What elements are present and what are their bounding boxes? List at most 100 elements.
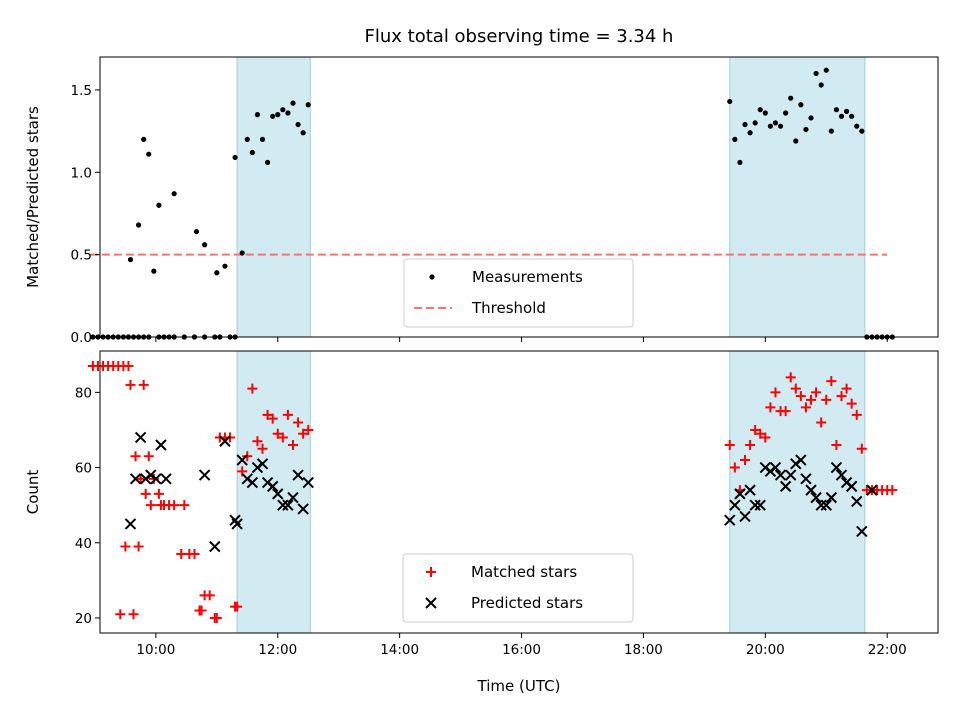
predicted-star-point — [744, 484, 756, 496]
predicted-star-point — [835, 469, 848, 481]
matched-star-point — [729, 462, 740, 473]
predicted-star-point — [754, 499, 766, 511]
matched-star-point — [851, 409, 862, 420]
legend-marker-x — [425, 597, 437, 609]
measurement-point — [280, 107, 286, 113]
measurement-point — [222, 263, 228, 269]
measurement-point — [249, 149, 255, 156]
measurement-point — [849, 113, 855, 119]
matched-star-point — [795, 391, 806, 402]
matched-star-point — [176, 549, 187, 560]
predicted-star-point — [724, 514, 736, 526]
measurement-point — [843, 108, 850, 114]
legend-box — [403, 258, 634, 328]
predicted-star-point — [749, 499, 761, 511]
matched-star-point — [272, 428, 283, 439]
predicted-star-point — [845, 480, 858, 493]
matched-star-point — [267, 413, 278, 424]
predicted-star-point — [219, 435, 231, 447]
legend-label: Measurements — [472, 268, 583, 286]
measurement-point — [788, 95, 794, 101]
measurement-point — [798, 102, 804, 108]
observing-window-shade — [729, 56, 866, 338]
measurement-point — [135, 222, 142, 228]
matched-star-point — [750, 424, 761, 435]
measurement-point — [777, 123, 784, 129]
observing-window-shade — [236, 56, 311, 338]
predicted-star-point — [297, 503, 309, 515]
measurement-point — [838, 113, 845, 119]
measurement-point — [828, 128, 834, 134]
matched-star-point — [841, 383, 852, 394]
observing-window-shade — [729, 350, 866, 634]
predicted-star-point — [830, 461, 843, 474]
predicted-star-point — [134, 431, 147, 444]
matched-star-point — [785, 372, 796, 383]
matched-star-point — [135, 473, 146, 484]
measurement-point — [214, 270, 220, 276]
measurement-point — [171, 191, 177, 197]
matched-star-point — [780, 406, 791, 417]
matched-star-point — [204, 590, 215, 601]
predicted-star-point — [825, 491, 838, 504]
y-tick-label: 1.0 — [71, 165, 92, 181]
predicted-star-point — [795, 454, 807, 466]
measurement-point — [833, 107, 840, 113]
matched-star-point — [196, 605, 207, 616]
measurement-point — [854, 123, 860, 129]
matched-star-point — [760, 432, 771, 443]
matched-star-point — [770, 387, 781, 398]
matched-star-point — [257, 443, 268, 454]
observing-window-shade — [236, 350, 311, 634]
matched-star-point — [145, 500, 156, 511]
measurement-point — [259, 136, 266, 142]
measurement-point — [772, 120, 779, 126]
predicted-star-point — [272, 488, 284, 500]
bottom-panel-counts: 20 40 60 80 10:00 12:00 14:00 16:00 18:00 20:00 22… — [24, 350, 939, 658]
measurement-point — [813, 70, 819, 77]
predicted-star-point — [851, 495, 863, 508]
y-tick-label: 20 — [75, 611, 92, 627]
top-panel-ratio: 0.0 0.5 1.0 1.5 Matched/Predicted stars Measu… — [24, 56, 939, 346]
predicted-star-point — [231, 518, 243, 530]
matched-star-point — [252, 436, 263, 447]
x-tick-label: 12:00 — [258, 642, 297, 658]
matched-star-point — [179, 500, 190, 511]
x-tick-label: 18:00 — [624, 642, 663, 658]
matched-star-point — [724, 440, 735, 450]
measurement-point — [818, 82, 824, 88]
y-tick-label: 40 — [75, 536, 92, 552]
matched-star-point — [282, 409, 293, 420]
predicted-star-point — [820, 499, 832, 511]
y-tick-label: 0.5 — [71, 248, 92, 264]
predicted-star-point — [277, 499, 289, 511]
matched-star-point — [232, 601, 243, 612]
x-tick-label: 16:00 — [502, 642, 541, 658]
predicted-star-point — [198, 469, 211, 481]
predicted-star-point — [236, 454, 248, 466]
matched-star-point — [303, 424, 314, 435]
matched-star-point — [143, 451, 154, 462]
predicted-star-point — [246, 476, 259, 489]
predicted-star-point — [209, 540, 221, 553]
predicted-star-point — [800, 473, 812, 485]
matched-star-point — [745, 440, 756, 450]
predicted-star-point — [287, 491, 299, 504]
measurement-point — [265, 159, 271, 166]
measurement-point — [742, 121, 748, 128]
measurement-point — [803, 126, 809, 133]
measurement-point — [156, 202, 162, 208]
measurement-point — [767, 123, 774, 129]
measurement-point — [808, 115, 814, 121]
measurement-point — [239, 250, 245, 256]
measurement-point — [295, 121, 301, 128]
predicted-star-point — [124, 518, 137, 530]
matched-star-point — [138, 379, 149, 390]
predicted-star-point — [282, 499, 294, 511]
predicted-star-point — [774, 469, 787, 481]
predicted-star-point — [810, 491, 822, 504]
predicted-star-point — [150, 473, 162, 485]
matched-star-point — [133, 541, 144, 552]
matched-star-point — [298, 428, 309, 439]
